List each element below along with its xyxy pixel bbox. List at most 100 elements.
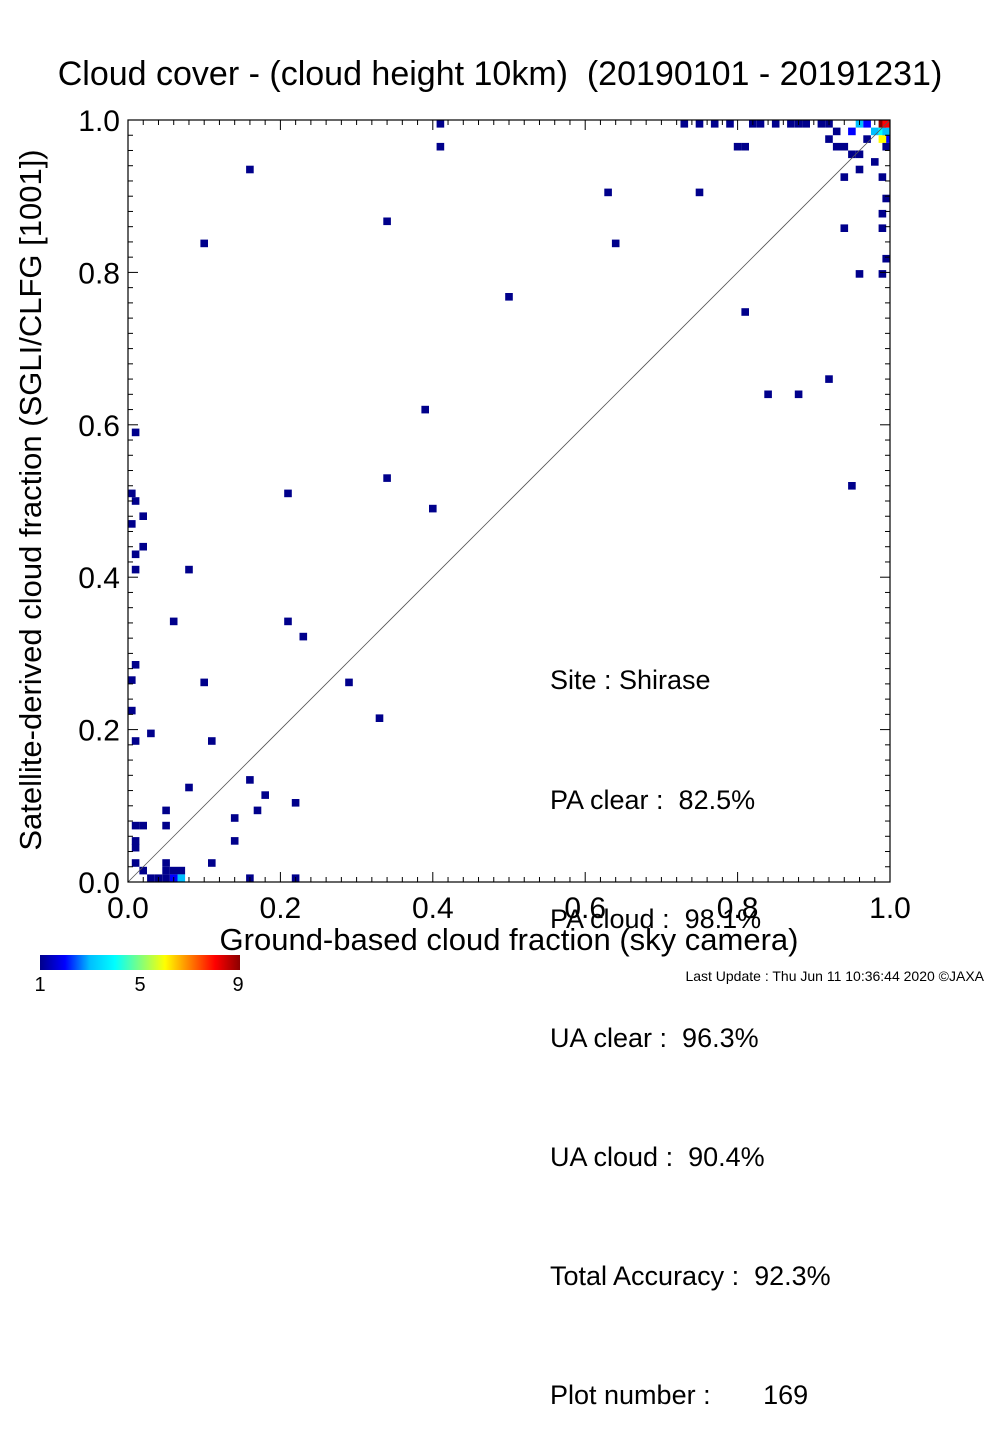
- data-cell: [882, 135, 890, 143]
- data-cell: [741, 308, 749, 316]
- data-cell: [131, 497, 140, 505]
- y-tick-label: 0.0: [78, 867, 120, 900]
- y-tick-label: 0.8: [78, 257, 120, 290]
- data-cell: [825, 135, 833, 143]
- colorbar: [40, 955, 240, 970]
- data-cell: [131, 737, 140, 745]
- data-cell: [840, 142, 849, 151]
- y-tick-label: 1.0: [78, 105, 120, 138]
- data-cell: [246, 165, 254, 174]
- data-cell: [139, 542, 147, 551]
- y-axis-label: Satellite-derived cloud fraction (SGLI/C…: [13, 149, 48, 851]
- data-cell: [611, 239, 620, 248]
- chart-title: Cloud cover - (cloud height 10km) (20190…: [57, 55, 943, 93]
- data-cell: [878, 127, 887, 136]
- data-cell: [421, 405, 429, 414]
- data-cell: [169, 866, 178, 875]
- data-cell: [177, 874, 186, 882]
- data-cell: [680, 120, 689, 128]
- total-accuracy-stat: Total Accuracy : 92.3%: [550, 1260, 831, 1291]
- data-cell: [848, 127, 856, 136]
- y-tick-label: 0.4: [78, 562, 120, 595]
- data-cell: [794, 390, 803, 399]
- data-cell: [230, 837, 239, 845]
- data-cell: [375, 714, 384, 722]
- data-cell: [208, 859, 216, 867]
- x-tick-label: 0.4: [412, 892, 454, 925]
- data-cell: [177, 866, 186, 875]
- data-cell: [200, 239, 208, 248]
- stats-panel: Site : Shirase PA clear : 82.5% PA cloud…: [550, 582, 831, 1455]
- data-cell: [695, 120, 704, 128]
- data-cell: [128, 706, 136, 715]
- data-cell: [863, 120, 871, 128]
- data-cell: [871, 158, 879, 166]
- data-cell: [840, 224, 849, 232]
- plot-area: 0.0 0.2 0.4 0.6 0.8 1.0 0.0 0.2 0.4 0.6 0.8 1.0: [78, 105, 911, 925]
- data-cell: [832, 142, 841, 151]
- plot-number-stat: Plot number : 169: [550, 1380, 809, 1411]
- data-cell: [871, 127, 879, 136]
- data-cell: [436, 120, 445, 128]
- data-cell: [604, 188, 612, 197]
- site-label: Site : Shirase: [550, 665, 711, 696]
- data-cell: [299, 632, 308, 641]
- ua-cloud-stat: UA cloud : 90.4%: [550, 1141, 765, 1172]
- data-cell: [741, 142, 749, 151]
- data-cell: [253, 806, 262, 815]
- one-to-one-line: [127, 119, 891, 883]
- data-cell: [817, 120, 826, 128]
- data-cell: [695, 188, 704, 197]
- data-cell: [882, 127, 890, 136]
- data-cell: [246, 776, 254, 784]
- data-cell: [733, 142, 742, 151]
- data-cell: [855, 270, 864, 278]
- data-cell: [208, 737, 216, 745]
- y-tick-label: 0.6: [78, 410, 120, 443]
- data-cell: [436, 142, 445, 151]
- colorbar-tick-mid: 5: [134, 974, 146, 996]
- x-tick-label: 1.0: [869, 892, 911, 925]
- data-cell: [128, 676, 136, 684]
- data-cell: [131, 821, 140, 830]
- data-cell: [882, 142, 890, 151]
- last-update-footer: Last Update : Thu Jun 11 10:36:44 2020 ©…: [685, 968, 984, 984]
- data-cell: [878, 270, 887, 278]
- data-cell: [825, 375, 833, 383]
- data-cell: [230, 814, 239, 822]
- data-cell: [710, 120, 719, 128]
- data-cell: [840, 173, 849, 181]
- data-cell: [878, 135, 887, 143]
- axes: 0.0 0.2 0.4 0.6 0.8 1.0 0.0 0.2 0.4 0.6 0.8 1.0: [78, 105, 911, 925]
- data-cell: [505, 293, 513, 301]
- data-cell: [139, 512, 147, 520]
- data-cell: [162, 821, 170, 830]
- pa-clear-stat: PA clear : 82.5%: [550, 784, 756, 815]
- data-cell: [882, 254, 890, 263]
- data-cell: [383, 474, 391, 482]
- data-cell: [139, 866, 147, 875]
- data-cell: [185, 783, 193, 792]
- data-cell: [200, 678, 208, 687]
- data-cell: [131, 661, 140, 669]
- x-tick-label: 0.2: [260, 892, 302, 925]
- x-tick-label: 0.0: [107, 892, 149, 925]
- data-cell: [383, 217, 391, 226]
- data-cell: [185, 565, 193, 574]
- data-cell: [878, 173, 887, 181]
- y-tick-label: 0.2: [78, 715, 120, 748]
- data-cell: [128, 520, 136, 528]
- data-cell: [284, 617, 292, 626]
- data-cell: [131, 550, 140, 559]
- data-cell: [882, 194, 890, 203]
- data-cell: [291, 799, 300, 807]
- data-cell: [131, 859, 140, 867]
- x-tick-label: 0.6: [564, 892, 606, 925]
- data-cell: [787, 120, 795, 128]
- data-cell: [726, 120, 734, 128]
- data-cell: [139, 821, 147, 830]
- data-cell: [131, 843, 140, 852]
- data-cell: [832, 127, 841, 136]
- data-cell: [855, 150, 864, 159]
- pa-cloud-stat: PA cloud : 98.1%: [550, 903, 762, 934]
